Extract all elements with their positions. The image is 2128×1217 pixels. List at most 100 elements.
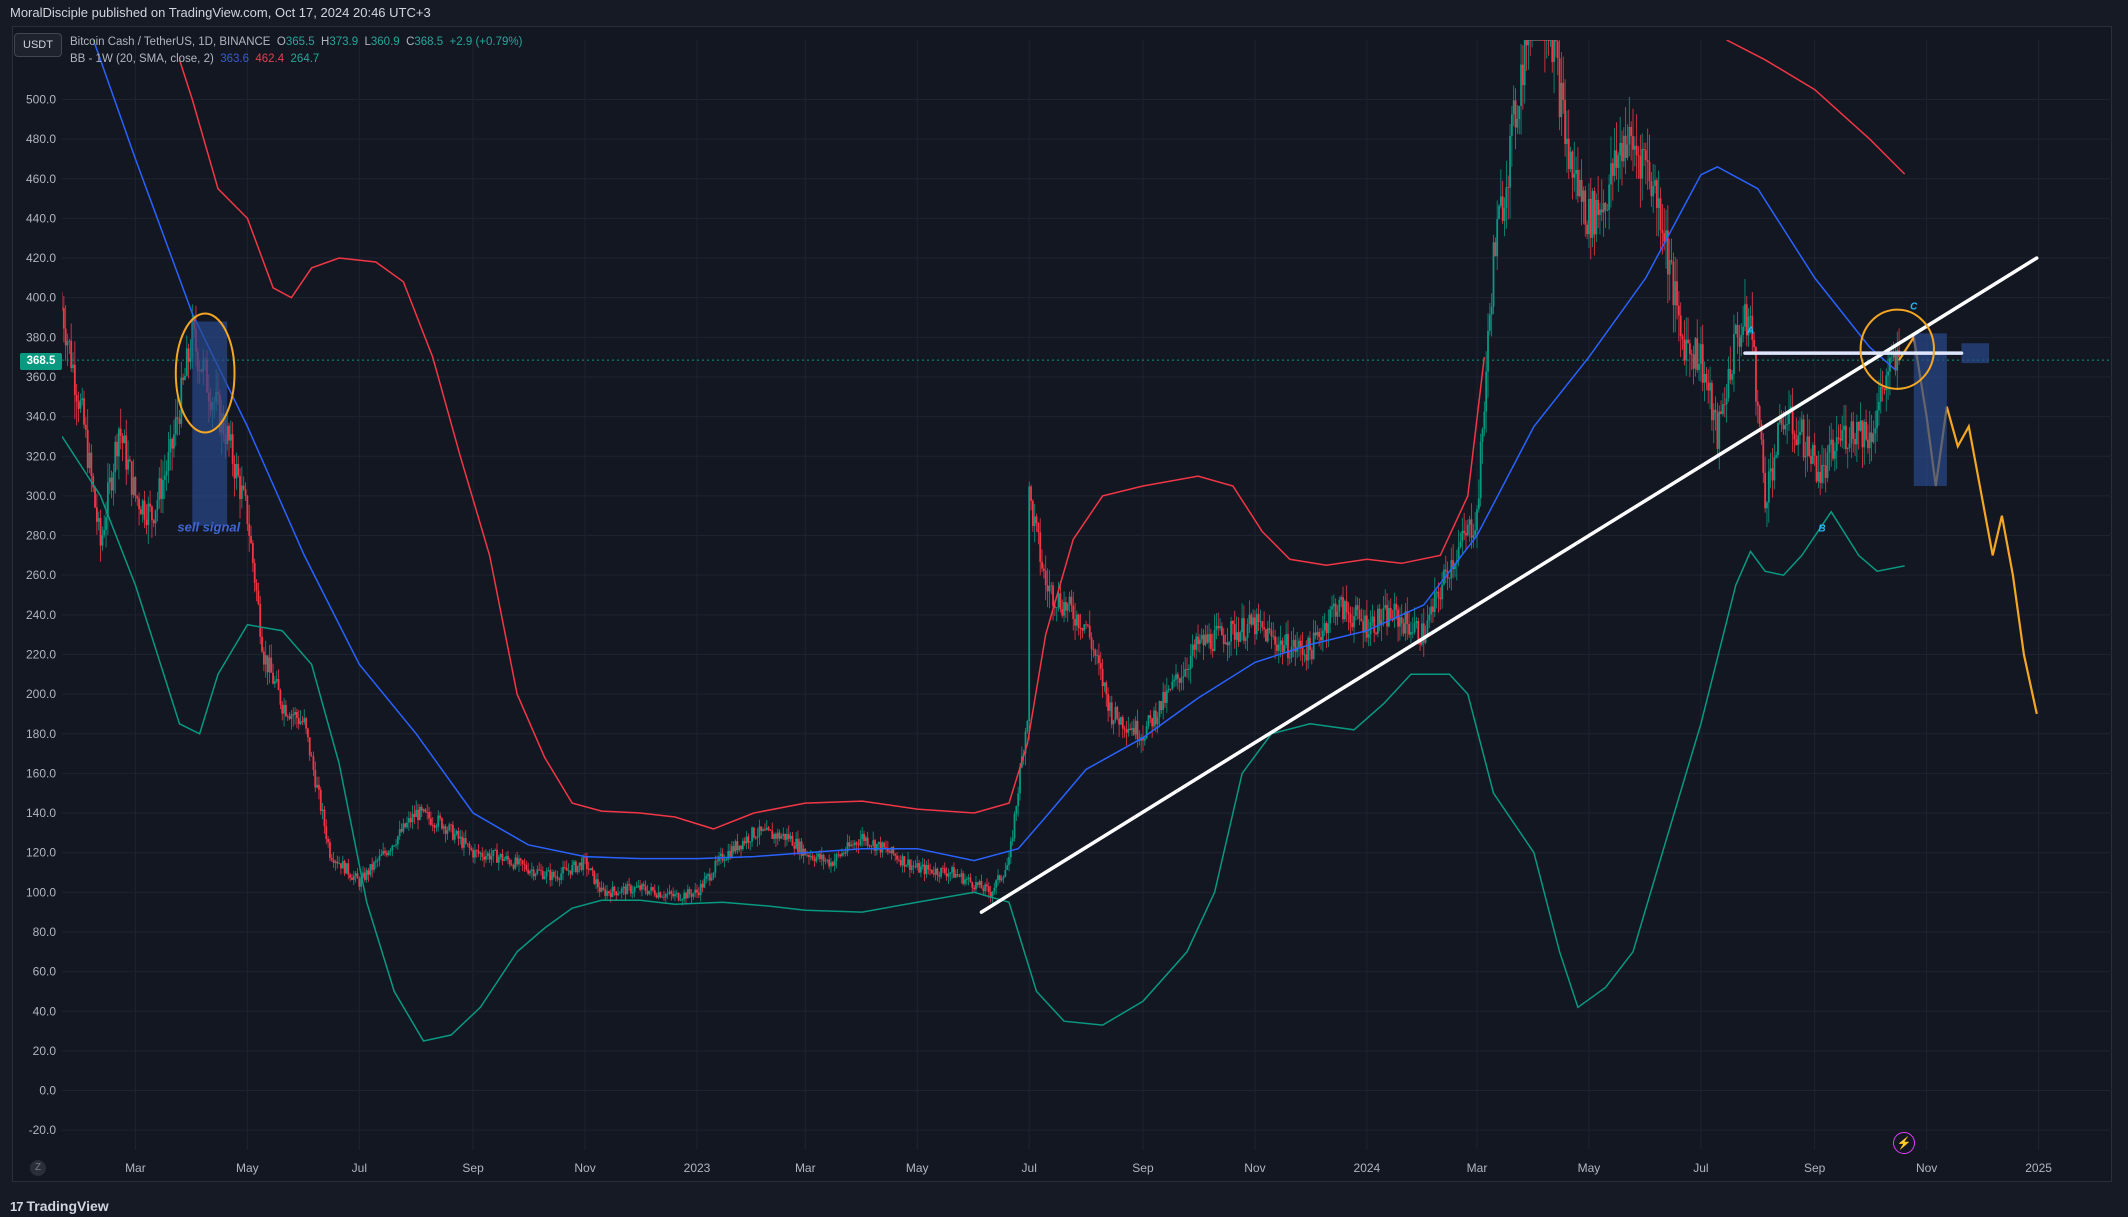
candle-body [262,651,265,665]
candle-body [264,655,267,665]
candle-body [499,854,502,858]
candle-body [1395,603,1398,610]
candle-body [1365,615,1368,638]
candle-body [1017,793,1020,807]
candle-body [976,882,979,885]
candle-body [560,873,563,880]
candle-body [307,728,309,738]
candle-body [1217,625,1220,629]
candle-body [1892,353,1895,358]
candle-body [110,477,113,491]
candle-body [718,856,720,862]
candle-body [679,900,682,901]
candle-body [244,489,247,496]
candle-body [864,837,867,842]
candle-body [831,862,834,866]
candle-body [68,340,71,342]
candle-body [86,429,89,468]
candle-body [1771,468,1774,481]
candle-body [1004,869,1007,877]
candle-body [1224,642,1227,644]
candle-body [1817,471,1820,482]
candle-body [116,441,118,457]
candle-body [1310,650,1313,659]
candle-body [1064,601,1067,611]
tradingview-logo[interactable]: 17 TradingView [10,1198,109,1214]
candle-body [602,887,605,890]
currency-selector[interactable]: USDT [14,33,62,57]
candle-body [793,845,796,849]
candle-body [1028,486,1031,722]
candle-body [1569,151,1572,169]
candle-body [730,846,733,858]
candle-body [765,827,768,831]
candle-body [242,485,245,490]
candle-body [127,459,129,470]
candle-body [1544,40,1546,41]
candle-body [257,590,260,604]
candle-body [1237,632,1240,642]
candle-body [1883,388,1886,391]
candle-body [1015,806,1018,814]
candle-body [156,499,159,511]
candle-body [327,839,330,843]
candle-body [927,865,930,870]
candle-body [545,871,548,877]
candle-body [771,830,774,839]
candle-body [255,582,258,591]
candle-body [512,864,515,869]
candle-body [1165,690,1168,703]
candle-body [439,815,441,819]
candle-body [1048,586,1051,592]
legend-bb-row[interactable]: BB - 1W (20, SMA, close, 2) 363.6 462.4 … [70,51,522,68]
candle-body [362,872,364,878]
series-line [62,435,1905,1042]
lightning-icon[interactable]: ⚡ [1893,1132,1915,1154]
candle-body [367,870,370,875]
candle-body [1180,677,1183,683]
candle-body [740,845,742,850]
candle-body [1584,190,1587,225]
candle-body [1052,585,1054,606]
legend-close: 368.5 [414,36,444,48]
candle-body [853,842,856,846]
candle-body [1821,465,1823,483]
candle-body [474,850,476,858]
candle-body [685,892,687,899]
candle-body [1637,155,1640,156]
candle-body [173,434,175,449]
zoom-reset-icon[interactable]: Z [30,1160,46,1176]
candle-body [1764,472,1767,509]
candle-body [1641,148,1644,179]
candle-body [907,859,909,866]
candle-body [1041,561,1043,569]
trendline [979,256,2039,914]
candle-body [1364,615,1366,633]
candle-body [1248,614,1251,625]
candle-body [600,887,603,892]
candle-body [1354,605,1357,617]
candle-body [1729,368,1732,380]
candle-body [1870,432,1873,443]
candle-body [1677,305,1680,316]
candle-body [1176,674,1179,679]
candle-body [855,842,858,845]
candle-body [1536,40,1539,41]
legend-symbol-row[interactable]: Bitcoin Cash / TetherUS, 1D, BINANCE O36… [70,34,522,51]
candle-body [1767,471,1770,503]
y-tick-label: 260.0 [26,568,56,582]
candle-body [593,870,596,884]
candle-body [228,425,230,441]
candle-body [1399,617,1401,627]
candle-body [1797,435,1800,446]
candle-body [1334,603,1337,617]
candle-body [1279,640,1282,645]
candle-body [152,520,155,524]
candle-body [696,889,698,893]
candle-body [358,878,361,887]
candle-body [850,844,853,847]
candle-body [1332,603,1335,607]
candle-body [628,884,630,886]
candle-body [1443,569,1445,585]
